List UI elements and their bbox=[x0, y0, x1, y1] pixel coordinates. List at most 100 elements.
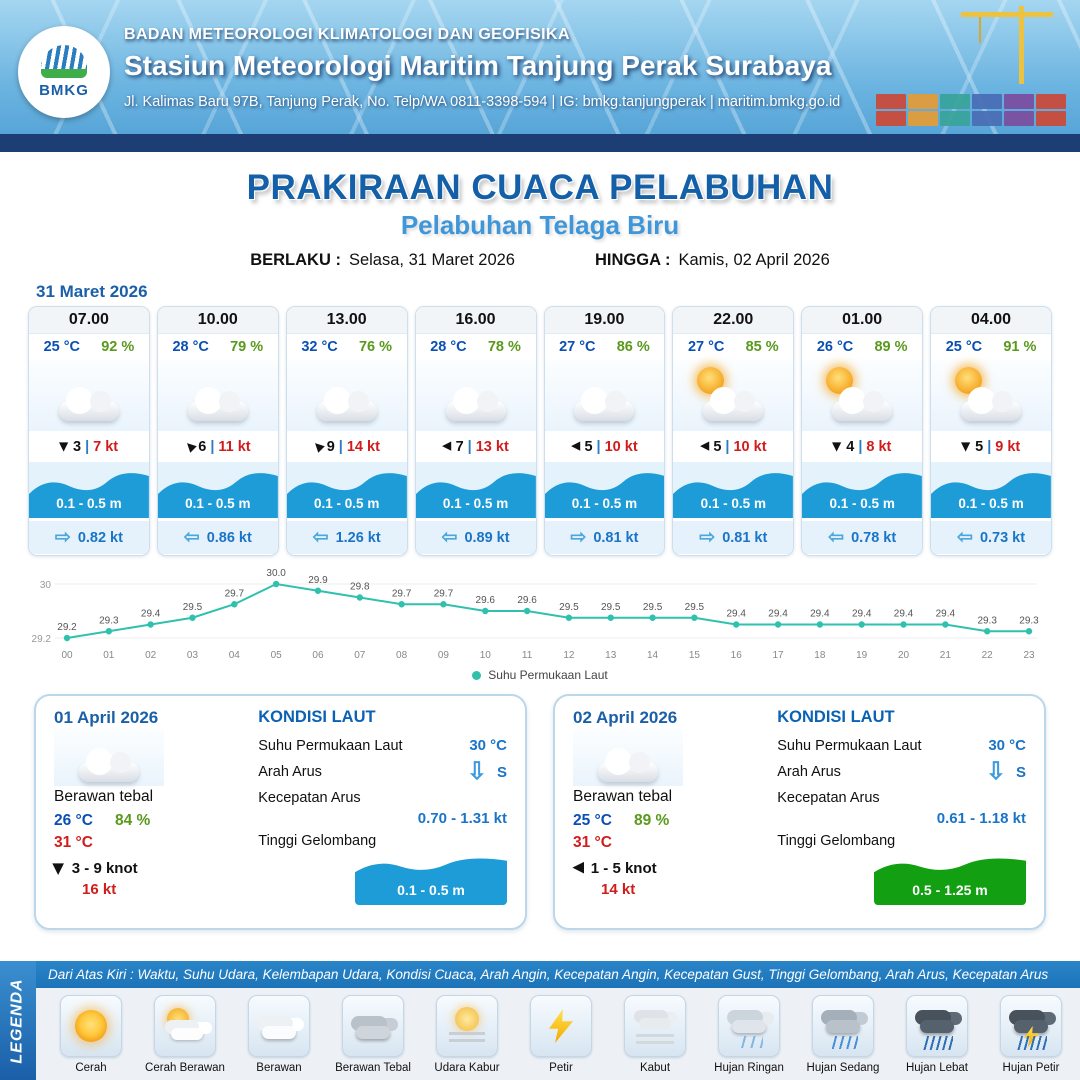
daily-wind-range: 1 - 5 knot bbox=[590, 860, 657, 877]
wave-icon bbox=[355, 858, 507, 905]
wave-height-row: Tinggi Gelombang bbox=[777, 833, 1026, 849]
daily-temp-max: 31 °C bbox=[54, 834, 93, 851]
legend-icon-box bbox=[342, 995, 404, 1057]
wind-direction-arrow-icon bbox=[52, 863, 66, 874]
legend-item-label: Cerah bbox=[75, 1062, 107, 1074]
svg-text:03: 03 bbox=[187, 650, 199, 661]
wave-height: 0.1 - 0.5 m bbox=[314, 496, 380, 511]
wind-separator: | bbox=[987, 438, 992, 455]
daily-temp-min: 25 °C bbox=[573, 812, 612, 829]
card-humidity: 79 % bbox=[230, 338, 264, 355]
legend-title: LEGENDA bbox=[9, 977, 27, 1064]
wind-speed: 5 bbox=[584, 438, 593, 455]
legend-item: Hujan Lebat bbox=[892, 995, 982, 1074]
svg-text:29.4: 29.4 bbox=[141, 609, 161, 620]
legend-item-label: Hujan Sedang bbox=[806, 1062, 880, 1074]
header-navy-strip bbox=[0, 134, 1080, 152]
svg-text:29.3: 29.3 bbox=[1019, 615, 1039, 626]
weather-icon bbox=[544, 359, 665, 431]
wave-icon bbox=[544, 473, 665, 518]
svg-text:29.5: 29.5 bbox=[643, 602, 663, 613]
legend-item: Udara Kabur bbox=[422, 995, 512, 1074]
svg-text:29.2: 29.2 bbox=[32, 634, 52, 645]
wave-height-strip: 0.1 - 0.5 m bbox=[415, 462, 536, 518]
weather-legend-icon bbox=[159, 1002, 211, 1050]
current-speed: 1.26 kt bbox=[335, 529, 381, 546]
sea-condition-panel: KONDISI LAUT Suhu Permukaan Laut 30 °C Ar… bbox=[258, 708, 507, 916]
card-temp-hum: 25 °C 92 % bbox=[29, 334, 149, 359]
bmkg-logo-text: BMKG bbox=[39, 82, 89, 99]
legend-icon-box bbox=[248, 995, 310, 1057]
card-temp: 28 °C bbox=[430, 338, 467, 355]
valid-from-label: BERLAKU : bbox=[250, 251, 341, 269]
card-time: 01.00 bbox=[802, 307, 923, 334]
legend-dot-icon bbox=[472, 670, 482, 680]
svg-text:05: 05 bbox=[271, 650, 283, 661]
legend-item: Hujan Ringan bbox=[704, 995, 794, 1074]
svg-text:30: 30 bbox=[40, 580, 52, 591]
wind-gust: 11 kt bbox=[218, 438, 251, 455]
current-speed-value: 0.61 - 1.18 kt bbox=[936, 810, 1026, 827]
weather-icon bbox=[931, 359, 1051, 431]
svg-text:15: 15 bbox=[689, 650, 701, 661]
legend-title-tab: LEGENDA bbox=[0, 961, 36, 1080]
daily-card-left: 01 April 2026 Berawan tebal 26 °C 84 % 31… bbox=[54, 708, 244, 916]
daily-condition: Berawan tebal bbox=[573, 788, 673, 805]
card-current: 1.26 kt bbox=[286, 518, 407, 554]
wave-height: 0.1 - 0.5 m bbox=[185, 496, 251, 511]
wave-height: 0.1 - 0.5 m bbox=[700, 496, 766, 511]
card-time: 07.00 bbox=[29, 307, 149, 334]
card-current: 0.81 kt bbox=[544, 518, 665, 554]
wave-icon bbox=[157, 473, 278, 518]
card-current: 0.78 kt bbox=[802, 518, 923, 554]
wave-height-strip: 0.1 - 0.5 m bbox=[157, 462, 278, 518]
cloud-icon bbox=[703, 386, 764, 421]
wave-height-strip: 0.1 - 0.5 m bbox=[673, 462, 794, 518]
sea-condition-title: KONDISI LAUT bbox=[777, 708, 895, 726]
card-temp: 27 °C bbox=[687, 338, 725, 355]
svg-text:29.2: 29.2 bbox=[57, 622, 77, 633]
wind-separator: | bbox=[85, 438, 90, 455]
legend-icon-box bbox=[530, 995, 592, 1057]
wind-gust: 7 kt bbox=[93, 438, 119, 455]
legend-item: Hujan Petir bbox=[986, 995, 1076, 1074]
current-speed: 0.81 kt bbox=[722, 529, 768, 546]
daily-card: 02 April 2026 Berawan tebal 25 °C 89 % 31… bbox=[553, 694, 1046, 930]
current-direction-letter: S bbox=[1015, 763, 1026, 781]
sst-value: 30 °C bbox=[988, 737, 1026, 754]
current-speed: 0.73 kt bbox=[979, 529, 1026, 546]
current-direction-value: S bbox=[986, 760, 1026, 784]
weather-legend-icon bbox=[441, 1002, 493, 1050]
daily-card: 01 April 2026 Berawan tebal 26 °C 84 % 31… bbox=[34, 694, 527, 930]
svg-text:21: 21 bbox=[940, 650, 952, 661]
legend-item: Cerah Berawan bbox=[140, 995, 230, 1074]
card-wind: 3|7 kt bbox=[29, 431, 149, 462]
svg-text:29.9: 29.9 bbox=[308, 575, 328, 586]
legend-item-label: Hujan Lebat bbox=[905, 1062, 969, 1074]
svg-text:29.7: 29.7 bbox=[225, 588, 245, 599]
wind-direction-arrow-icon bbox=[832, 442, 844, 451]
card-time: 13.00 bbox=[286, 307, 407, 334]
current-speed-value: 0.70 - 1.31 kt bbox=[417, 810, 507, 827]
svg-text:16: 16 bbox=[731, 650, 743, 661]
svg-text:10: 10 bbox=[480, 650, 492, 661]
current-direction-arrow-icon bbox=[957, 528, 973, 547]
card-wind: 5|9 kt bbox=[931, 431, 1051, 462]
wind-speed: 9 bbox=[326, 438, 335, 455]
legend-icon-box bbox=[812, 995, 874, 1057]
weather-icon bbox=[157, 359, 278, 431]
daily-humidity: 84 % bbox=[114, 812, 151, 829]
current-direction-label: Arah Arus bbox=[258, 764, 322, 780]
wave-icon bbox=[29, 473, 149, 518]
wave-icon bbox=[874, 858, 1026, 905]
wind-direction-arrow-icon bbox=[573, 862, 584, 876]
page-title: PRAKIRAAN CUACA PELABUHAN bbox=[246, 168, 834, 207]
hourly-card: 07.00 25 °C 92 % 3|7 kt 0.1 - 0.5 m 0.82 … bbox=[28, 306, 150, 556]
svg-text:30.0: 30.0 bbox=[266, 568, 286, 579]
wind-direction-arrow-icon bbox=[182, 439, 197, 454]
legend-item-label: Berawan Tebal bbox=[335, 1062, 411, 1074]
current-direction-arrow-icon bbox=[570, 528, 586, 547]
card-temp-hum: 28 °C 79 % bbox=[158, 334, 278, 359]
weather-legend-icon bbox=[817, 1002, 869, 1050]
legend-icon-box bbox=[154, 995, 216, 1057]
